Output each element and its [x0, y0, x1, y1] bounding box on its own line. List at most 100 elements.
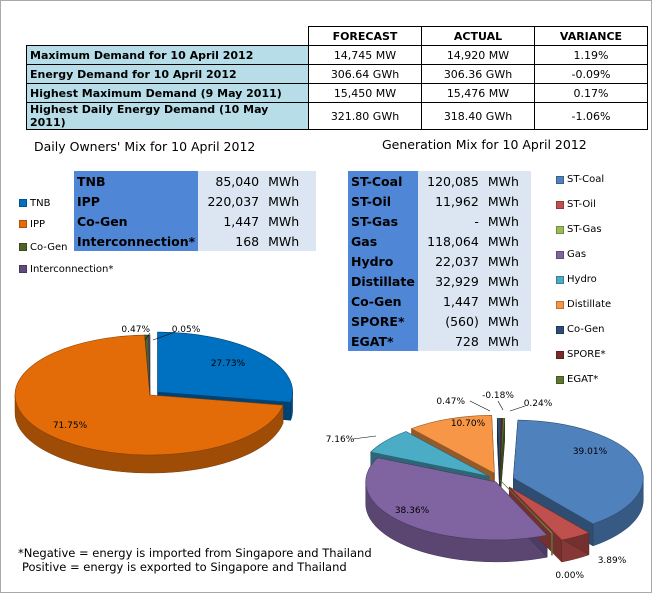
- table-row: Interconnection* 168 MWh: [74, 231, 317, 251]
- table-row: ST-Gas - MWh: [348, 211, 531, 231]
- legend-swatch: [556, 325, 564, 334]
- table-row: Gas 118,064 MWh: [348, 231, 531, 251]
- legend-swatch: [19, 265, 27, 273]
- legend-label: Co-Gen: [567, 324, 605, 335]
- owner-value: 220,037: [198, 191, 263, 211]
- table-row: EGAT* 728 MWh: [348, 331, 531, 351]
- legend-swatch: [556, 300, 564, 309]
- table-row: ST-Oil 11,962 MWh: [348, 191, 531, 211]
- data-label: 27.73%: [211, 359, 246, 369]
- gen-label: ST-Oil: [348, 191, 418, 211]
- legend-item-distillate: Distillate: [556, 292, 611, 317]
- gen-label: EGAT*: [348, 331, 418, 351]
- row-label: Energy Demand for 10 April 2012: [26, 64, 309, 84]
- owners-mix-table: TNB 85,040 MWh IPP 220,037 MWh Co-Gen 1,…: [74, 171, 317, 251]
- gen-value: 120,085: [417, 171, 482, 191]
- owners-mix-pie-chart: 27.73% 71.75% 0.47% 0.05%: [14, 325, 293, 474]
- table-row: Hydro 22,037 MWh: [348, 251, 531, 271]
- owner-label: TNB: [74, 171, 199, 191]
- table-row: Energy Demand for 10 April 2012 306.64 G…: [26, 64, 648, 84]
- pie-slice-side: [551, 532, 553, 556]
- leader-line: [152, 331, 176, 341]
- legend-label: ST-Gas: [567, 224, 602, 235]
- variance-cell: 1.19%: [534, 45, 648, 65]
- legend-label: Distillate: [567, 299, 612, 310]
- data-label: 10.70%: [451, 419, 486, 429]
- header-forecast: FORECAST: [308, 26, 422, 46]
- legend-item-ipp: IPP: [19, 213, 113, 235]
- footnote-line-2: Positive = energy is exported to Singapo…: [22, 560, 347, 574]
- table-row: Highest Maximum Demand (9 May 2011) 15,4…: [26, 83, 648, 103]
- leader-line: [144, 332, 151, 341]
- gen-unit: MWh: [481, 331, 531, 351]
- gen-label: Distillate: [348, 271, 418, 291]
- owner-value: 85,040: [198, 171, 263, 191]
- legend-item-tnb: TNB: [19, 193, 113, 213]
- gen-label: SPORE*: [348, 311, 418, 331]
- owner-label: IPP: [74, 191, 199, 211]
- legend-label: Co-Gen: [30, 241, 68, 253]
- gen-value: 118,064: [417, 231, 482, 251]
- leader-line: [352, 435, 377, 440]
- legend-swatch: [556, 275, 564, 284]
- row-label: Maximum Demand for 10 April 2012: [26, 45, 309, 65]
- owner-label: Co-Gen: [74, 211, 199, 231]
- data-label: 0.47%: [436, 397, 465, 407]
- data-label: 0.05%: [172, 325, 201, 335]
- footnote: *Negative = energy is imported from Sing…: [18, 546, 372, 574]
- gen-value: 728: [417, 331, 482, 351]
- data-label: 39.01%: [573, 447, 608, 457]
- legend-item-interconnection: Interconnection*: [19, 259, 113, 279]
- forecast-cell: 14,745 MW: [308, 45, 422, 65]
- data-label: 71.75%: [53, 421, 88, 431]
- actual-cell: 14,920 MW: [421, 45, 535, 65]
- pie-slice-st-oil: [509, 486, 590, 541]
- gen-value: 22,037: [417, 251, 482, 271]
- variance-cell: 0.17%: [534, 83, 648, 103]
- gen-value: 1,447: [417, 291, 482, 311]
- data-label: 38.36%: [395, 506, 430, 516]
- variance-cell: -1.06%: [534, 102, 648, 130]
- legend-swatch: [556, 375, 564, 384]
- data-label: 7.16%: [326, 435, 355, 445]
- legend-item-egat: EGAT*: [556, 367, 611, 392]
- owners-legend: TNB IPP Co-Gen Interconnection*: [19, 193, 113, 279]
- legend-label: ST-Oil: [567, 199, 596, 210]
- gen-value: (560): [417, 311, 482, 331]
- gen-value: -: [417, 211, 482, 231]
- data-label: 0.00%: [555, 571, 584, 581]
- table-header-row: FORECAST ACTUAL VARIANCE: [27, 26, 648, 46]
- pie-slice-gas: [365, 457, 548, 541]
- legend-item-cogen: Co-Gen: [556, 317, 611, 342]
- table-row: Co-Gen 1,447 MWh: [74, 211, 317, 231]
- forecast-cell: 321.80 GWh: [308, 102, 422, 130]
- pie-slice-st-coal: [513, 419, 644, 525]
- pie-slice-st-gas: [499, 479, 554, 534]
- legend-label: IPP: [30, 218, 46, 230]
- data-label: -0.18%: [482, 391, 514, 401]
- leader-line: [509, 405, 526, 412]
- legend-swatch: [556, 200, 564, 209]
- table-row: Distillate 32,929 MWh: [348, 271, 531, 291]
- footnote-line-1: *Negative = energy is imported from Sing…: [18, 546, 372, 560]
- actual-cell: 15,476 MW: [421, 83, 535, 103]
- header-variance: VARIANCE: [534, 26, 648, 46]
- legend-swatch: [19, 199, 27, 207]
- forecast-cell: 15,450 MW: [308, 83, 422, 103]
- legend-item-st-coal: ST-Coal: [556, 167, 611, 192]
- owner-unit: MWh: [262, 191, 317, 211]
- forecast-cell: 306.64 GWh: [308, 64, 422, 84]
- gen-value: 11,962: [417, 191, 482, 211]
- legend-swatch: [556, 175, 564, 184]
- data-label: 0.47%: [121, 325, 150, 335]
- generation-legend: ST-Coal ST-Oil ST-Gas Gas Hydro Distilla…: [556, 167, 611, 392]
- pie-slice-egat-: [499, 418, 506, 477]
- legend-swatch: [19, 243, 27, 251]
- table-row: ST-Coal 120,085 MWh: [348, 171, 531, 191]
- legend-item-spore: SPORE*: [556, 342, 611, 367]
- legend-item-st-oil: ST-Oil: [556, 192, 611, 217]
- gen-label: ST-Gas: [348, 211, 418, 231]
- gen-unit: MWh: [481, 211, 531, 231]
- row-label: Highest Maximum Demand (9 May 2011): [26, 83, 309, 103]
- gen-unit: MWh: [481, 231, 531, 251]
